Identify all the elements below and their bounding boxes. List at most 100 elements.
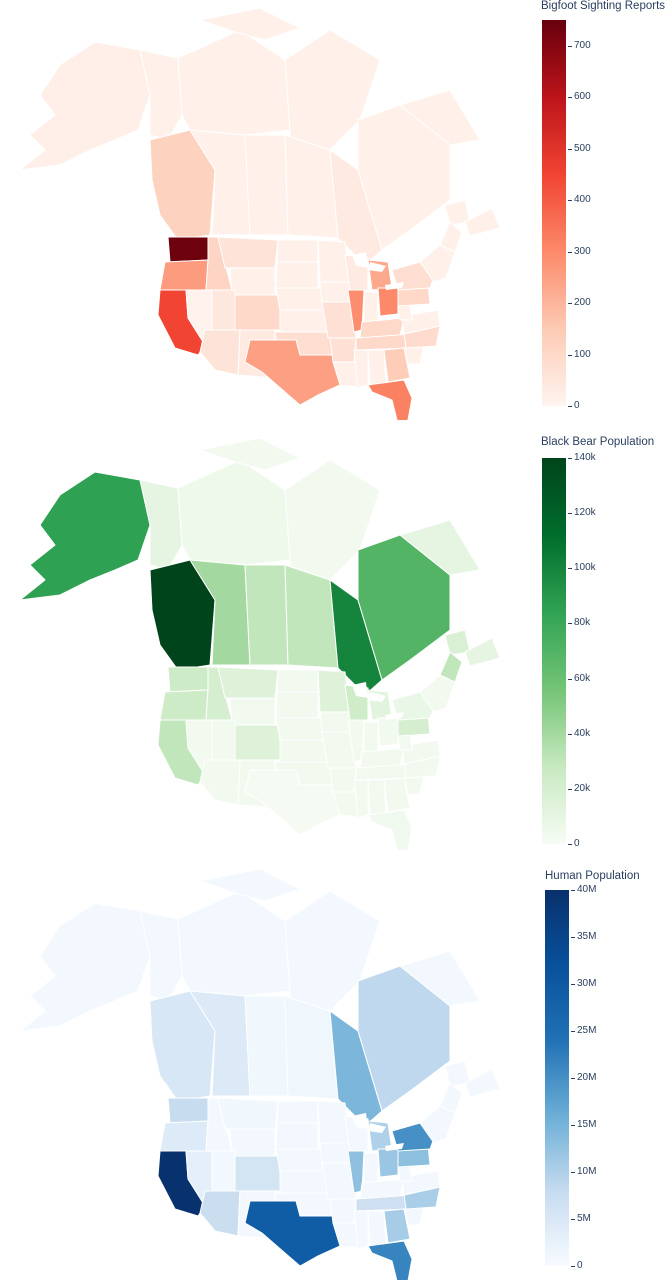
region-nova-scotia[interactable] <box>464 207 501 237</box>
region-utah[interactable] <box>211 1150 236 1192</box>
region-ontario[interactable] <box>329 1009 383 1127</box>
region-maine[interactable] <box>439 1082 463 1114</box>
region-newfoundland-and-labrador[interactable] <box>398 950 481 1007</box>
region-iowa[interactable] <box>319 281 353 303</box>
region-south-dakota[interactable] <box>275 261 319 289</box>
region-saskatchewan[interactable] <box>244 134 289 236</box>
region-georgia[interactable] <box>383 777 411 813</box>
region-arizona[interactable] <box>199 1190 241 1237</box>
region-north-dakota[interactable] <box>276 1100 319 1124</box>
region-ontario[interactable] <box>329 148 383 266</box>
region-alabama[interactable] <box>367 1210 387 1247</box>
region-florida[interactable] <box>367 809 413 850</box>
region-florida[interactable] <box>367 379 413 420</box>
region-alberta[interactable] <box>189 129 251 236</box>
region-minnesota[interactable] <box>317 1100 351 1144</box>
region-alabama[interactable] <box>367 349 387 386</box>
region-georgia[interactable] <box>383 347 411 383</box>
region-nunavut[interactable] <box>284 29 381 151</box>
region-minnesota[interactable] <box>317 669 351 713</box>
region-colorado[interactable] <box>234 724 281 761</box>
human-colorbar[interactable] <box>545 890 569 1266</box>
region-arizona[interactable] <box>199 329 241 376</box>
region-arctic-islands[interactable] <box>198 7 302 41</box>
region-newfoundland-and-labrador[interactable] <box>398 519 481 576</box>
region-indiana[interactable] <box>363 291 379 323</box>
region-kansas[interactable] <box>279 739 329 763</box>
region-texas[interactable] <box>244 769 341 836</box>
region-utah[interactable] <box>211 289 236 331</box>
region-nova-scotia[interactable] <box>464 1068 501 1098</box>
region-indiana[interactable] <box>363 1152 379 1184</box>
region-ohio[interactable] <box>377 1148 399 1178</box>
region-colorado[interactable] <box>234 294 281 331</box>
region-nebraska[interactable] <box>275 287 326 311</box>
region-montana[interactable] <box>217 236 279 269</box>
region-ohio[interactable] <box>377 717 399 747</box>
region-south-dakota[interactable] <box>275 1122 319 1150</box>
bigfoot-choropleth-map[interactable] <box>0 0 530 420</box>
region-iowa[interactable] <box>319 1142 353 1164</box>
region-kansas[interactable] <box>279 1170 329 1194</box>
region-oregon[interactable] <box>159 1120 209 1152</box>
region-nunavut[interactable] <box>284 890 381 1012</box>
region-saskatchewan[interactable] <box>244 564 289 666</box>
region-wyoming[interactable] <box>229 1128 276 1157</box>
region-west-virginia[interactable] <box>397 303 413 321</box>
region-arkansas[interactable] <box>329 767 357 793</box>
region-northwest-territories[interactable] <box>177 890 291 997</box>
region-wyoming[interactable] <box>229 697 276 726</box>
region-utah[interactable] <box>211 719 236 761</box>
region-arctic-islands[interactable] <box>198 437 302 471</box>
region-washington[interactable] <box>167 1097 209 1124</box>
region-south-dakota[interactable] <box>275 691 319 719</box>
region-florida[interactable] <box>367 1240 413 1280</box>
region-alberta[interactable] <box>189 559 251 666</box>
region-alaska[interactable] <box>18 471 151 601</box>
region-ohio[interactable] <box>377 287 399 317</box>
region-alabama[interactable] <box>367 779 387 816</box>
region-oregon[interactable] <box>159 689 209 721</box>
region-arizona[interactable] <box>199 759 241 806</box>
region-northwest-territories[interactable] <box>177 459 291 566</box>
region-north-dakota[interactable] <box>276 239 319 263</box>
region-oregon[interactable] <box>159 259 209 291</box>
region-washington[interactable] <box>167 666 209 693</box>
region-texas[interactable] <box>244 1200 341 1267</box>
region-nebraska[interactable] <box>275 717 326 741</box>
region-alaska[interactable] <box>18 41 151 171</box>
region-georgia[interactable] <box>383 1208 411 1244</box>
region-new-england[interactable] <box>419 244 456 283</box>
blackbear-choropleth-map[interactable] <box>0 430 530 850</box>
region-colorado[interactable] <box>234 1155 281 1192</box>
blackbear-colorbar[interactable] <box>542 458 566 844</box>
region-arkansas[interactable] <box>329 1198 357 1224</box>
region-newfoundland-and-labrador[interactable] <box>398 89 481 146</box>
region-kansas[interactable] <box>279 309 329 333</box>
region-west-virginia[interactable] <box>397 733 413 751</box>
region-northwest-territories[interactable] <box>177 29 291 136</box>
region-ontario[interactable] <box>329 578 383 696</box>
region-alaska[interactable] <box>18 902 151 1032</box>
region-arkansas[interactable] <box>329 337 357 363</box>
region-saskatchewan[interactable] <box>244 995 289 1097</box>
region-texas[interactable] <box>244 339 341 406</box>
region-new-england[interactable] <box>419 1105 456 1144</box>
region-nova-scotia[interactable] <box>464 637 501 667</box>
region-new-england[interactable] <box>419 674 456 713</box>
region-west-virginia[interactable] <box>397 1164 413 1182</box>
region-washington[interactable] <box>167 236 209 263</box>
region-nebraska[interactable] <box>275 1148 326 1172</box>
region-minnesota[interactable] <box>317 239 351 283</box>
region-wyoming[interactable] <box>229 267 276 296</box>
region-alberta[interactable] <box>189 990 251 1097</box>
region-nunavut[interactable] <box>284 459 381 581</box>
region-maine[interactable] <box>439 221 463 253</box>
region-iowa[interactable] <box>319 711 353 733</box>
region-maine[interactable] <box>439 651 463 683</box>
region-arctic-islands[interactable] <box>198 868 302 902</box>
region-north-dakota[interactable] <box>276 669 319 693</box>
region-montana[interactable] <box>217 1097 279 1130</box>
region-indiana[interactable] <box>363 721 379 753</box>
region-montana[interactable] <box>217 666 279 699</box>
